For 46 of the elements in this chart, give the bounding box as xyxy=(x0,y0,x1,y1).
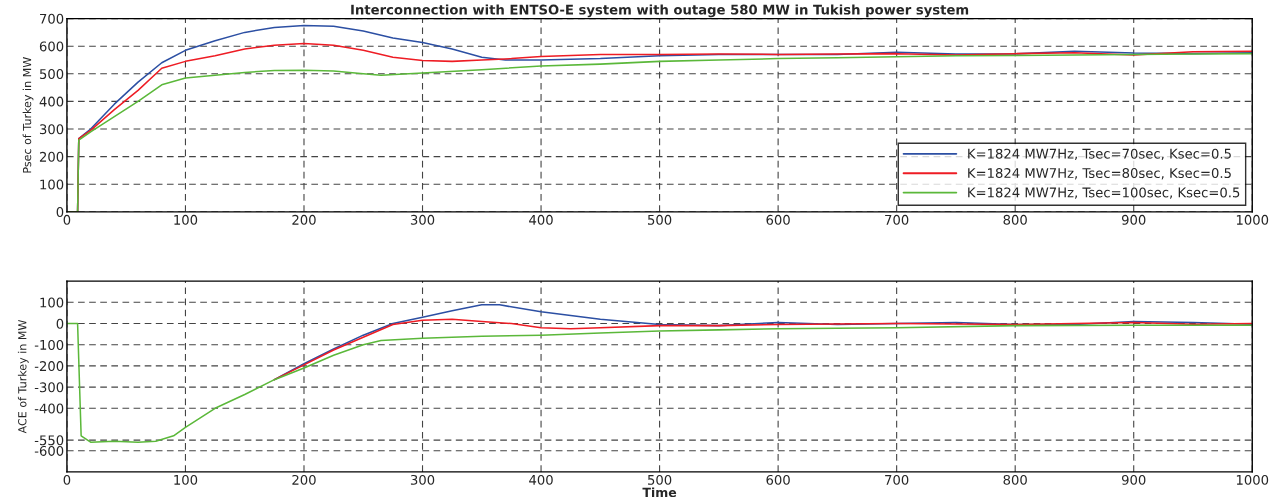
legend-label: K=1824 MW7Hz, Tsec=100sec, Ksec=0.5 xyxy=(968,187,1240,199)
x-tick-label: 300 xyxy=(410,214,435,225)
x-tick-label: 0 xyxy=(63,214,71,225)
x-tick-label: 900 xyxy=(1121,474,1146,485)
y-tick-label: 500 xyxy=(39,69,64,79)
legend-label: K=1824 MW7Hz, Tsec=70sec, Ksec=0.5 xyxy=(968,148,1231,161)
y-tick-label: 600 xyxy=(39,41,64,52)
x-tick-label: 200 xyxy=(292,474,316,485)
y-tick-label: 100 xyxy=(40,179,64,190)
x-tick-label: 0 xyxy=(63,474,71,485)
x-tick-label: 1000 xyxy=(1236,214,1269,225)
x-tick-label: 500 xyxy=(648,474,672,485)
x-tick-label: 100 xyxy=(174,214,198,225)
chart-title: Interconnection with ENTSO-E system with outage 580 MW in Tukish power system xyxy=(351,4,969,18)
y-tick-label: 700 xyxy=(40,13,64,24)
y-tick-label: -300 xyxy=(34,382,64,393)
y-tick-label: -400 xyxy=(34,403,64,414)
y-tick-label: 0 xyxy=(56,318,64,329)
x-tick-label: 1000 xyxy=(1236,474,1269,485)
x-tick-label: 500 xyxy=(648,214,672,225)
x-tick-label: 400 xyxy=(529,214,553,225)
y-tick-label: -600 xyxy=(34,445,64,456)
x-tick-label: 400 xyxy=(529,474,553,485)
x-tick-label: 600 xyxy=(766,214,790,225)
x-tick-label: 200 xyxy=(292,214,316,225)
y-tick-label: -100 xyxy=(34,339,64,350)
x-tick-label: 300 xyxy=(410,474,435,485)
x-axis-title: Time xyxy=(642,487,677,498)
y-tick-label: 300 xyxy=(39,124,64,135)
x-tick-label: 800 xyxy=(1003,474,1027,485)
y-tick-label: 400 xyxy=(39,96,64,107)
y-tick-label: 0 xyxy=(56,207,64,218)
x-tick-label: 700 xyxy=(885,214,909,225)
y-axis-title: Psec of Turkey in MW xyxy=(22,57,34,173)
y-tick-label: -200 xyxy=(34,361,64,372)
y-tick-label: -550 xyxy=(34,435,64,446)
legend-label: K=1824 MW7Hz, Tsec=80sec, Ksec=0.5 xyxy=(968,168,1231,180)
y-axis-title: ACE of Turkey in MW xyxy=(17,319,29,434)
y-tick-label: 100 xyxy=(40,297,64,308)
x-tick-label: 100 xyxy=(174,474,198,485)
x-tick-label: 600 xyxy=(766,474,790,485)
x-tick-label: 800 xyxy=(1003,214,1027,225)
y-tick-label: 200 xyxy=(39,151,64,162)
x-tick-label: 700 xyxy=(885,474,909,485)
line-series xyxy=(66,322,1253,443)
x-tick-label: 900 xyxy=(1121,214,1146,225)
